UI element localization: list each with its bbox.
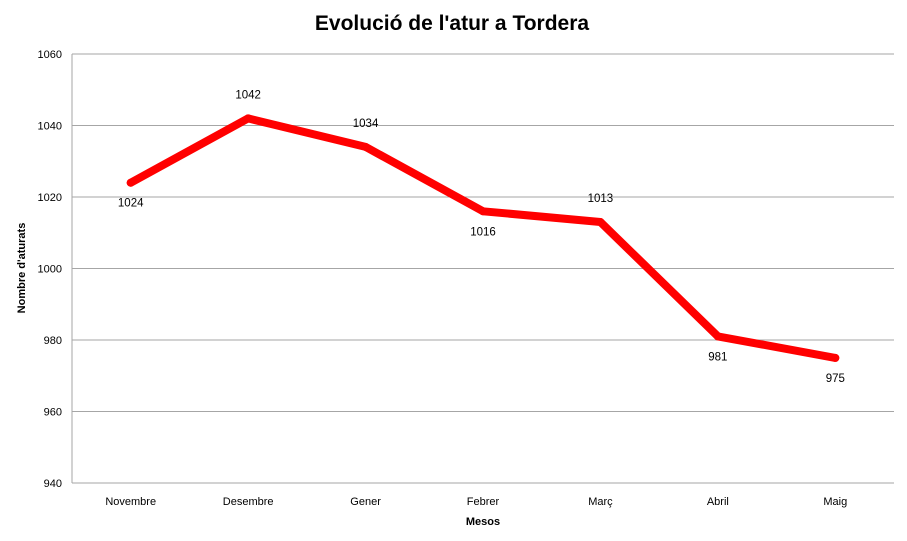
- data-point: [244, 114, 253, 123]
- y-axis-title: Nombre d'aturats: [16, 223, 28, 314]
- data-label: 1024: [118, 198, 144, 210]
- y-tick-label: 1040: [38, 121, 62, 133]
- data-point: [126, 178, 135, 187]
- data-point: [831, 353, 840, 362]
- gridlines: [72, 53, 894, 484]
- x-axis-title: Mesos: [466, 516, 500, 528]
- y-tick-label: 980: [44, 335, 62, 347]
- data-label: 1034: [353, 118, 379, 130]
- y-axis-tick-labels: 940 960 980 1000 1020 1040 1060: [38, 49, 62, 490]
- y-tick-label: 1000: [38, 264, 62, 276]
- x-tick-label: Febrer: [467, 496, 500, 508]
- data-label: 1042: [235, 89, 261, 101]
- data-point: [596, 218, 605, 227]
- y-tick-label: 960: [44, 407, 62, 419]
- data-point: [713, 332, 722, 341]
- x-axis-tick-labels: Novembre Desembre Gener Febrer Març Abril Maig: [105, 496, 847, 508]
- x-tick-label: Novembre: [105, 496, 156, 508]
- data-label: 981: [708, 351, 727, 363]
- series: [126, 114, 840, 362]
- data-point: [361, 142, 370, 151]
- chart-title: Evolució de l'atur a Tordera: [315, 12, 589, 35]
- data-label: 1016: [470, 226, 496, 238]
- data-label: 975: [826, 373, 845, 385]
- data-labels: 1024 1042 1034 1016 1013 981 975: [118, 89, 845, 385]
- x-tick-label: Març: [588, 496, 613, 508]
- y-tick-label: 940: [44, 478, 62, 490]
- x-tick-label: Desembre: [223, 496, 274, 508]
- data-point: [479, 207, 487, 216]
- x-tick-label: Abril: [707, 496, 729, 508]
- y-tick-label: 1020: [38, 192, 62, 204]
- x-tick-label: Gener: [350, 496, 381, 508]
- data-label: 1013: [588, 193, 614, 205]
- y-tick-label: 1060: [38, 49, 62, 61]
- x-tick-label: Maig: [823, 496, 847, 508]
